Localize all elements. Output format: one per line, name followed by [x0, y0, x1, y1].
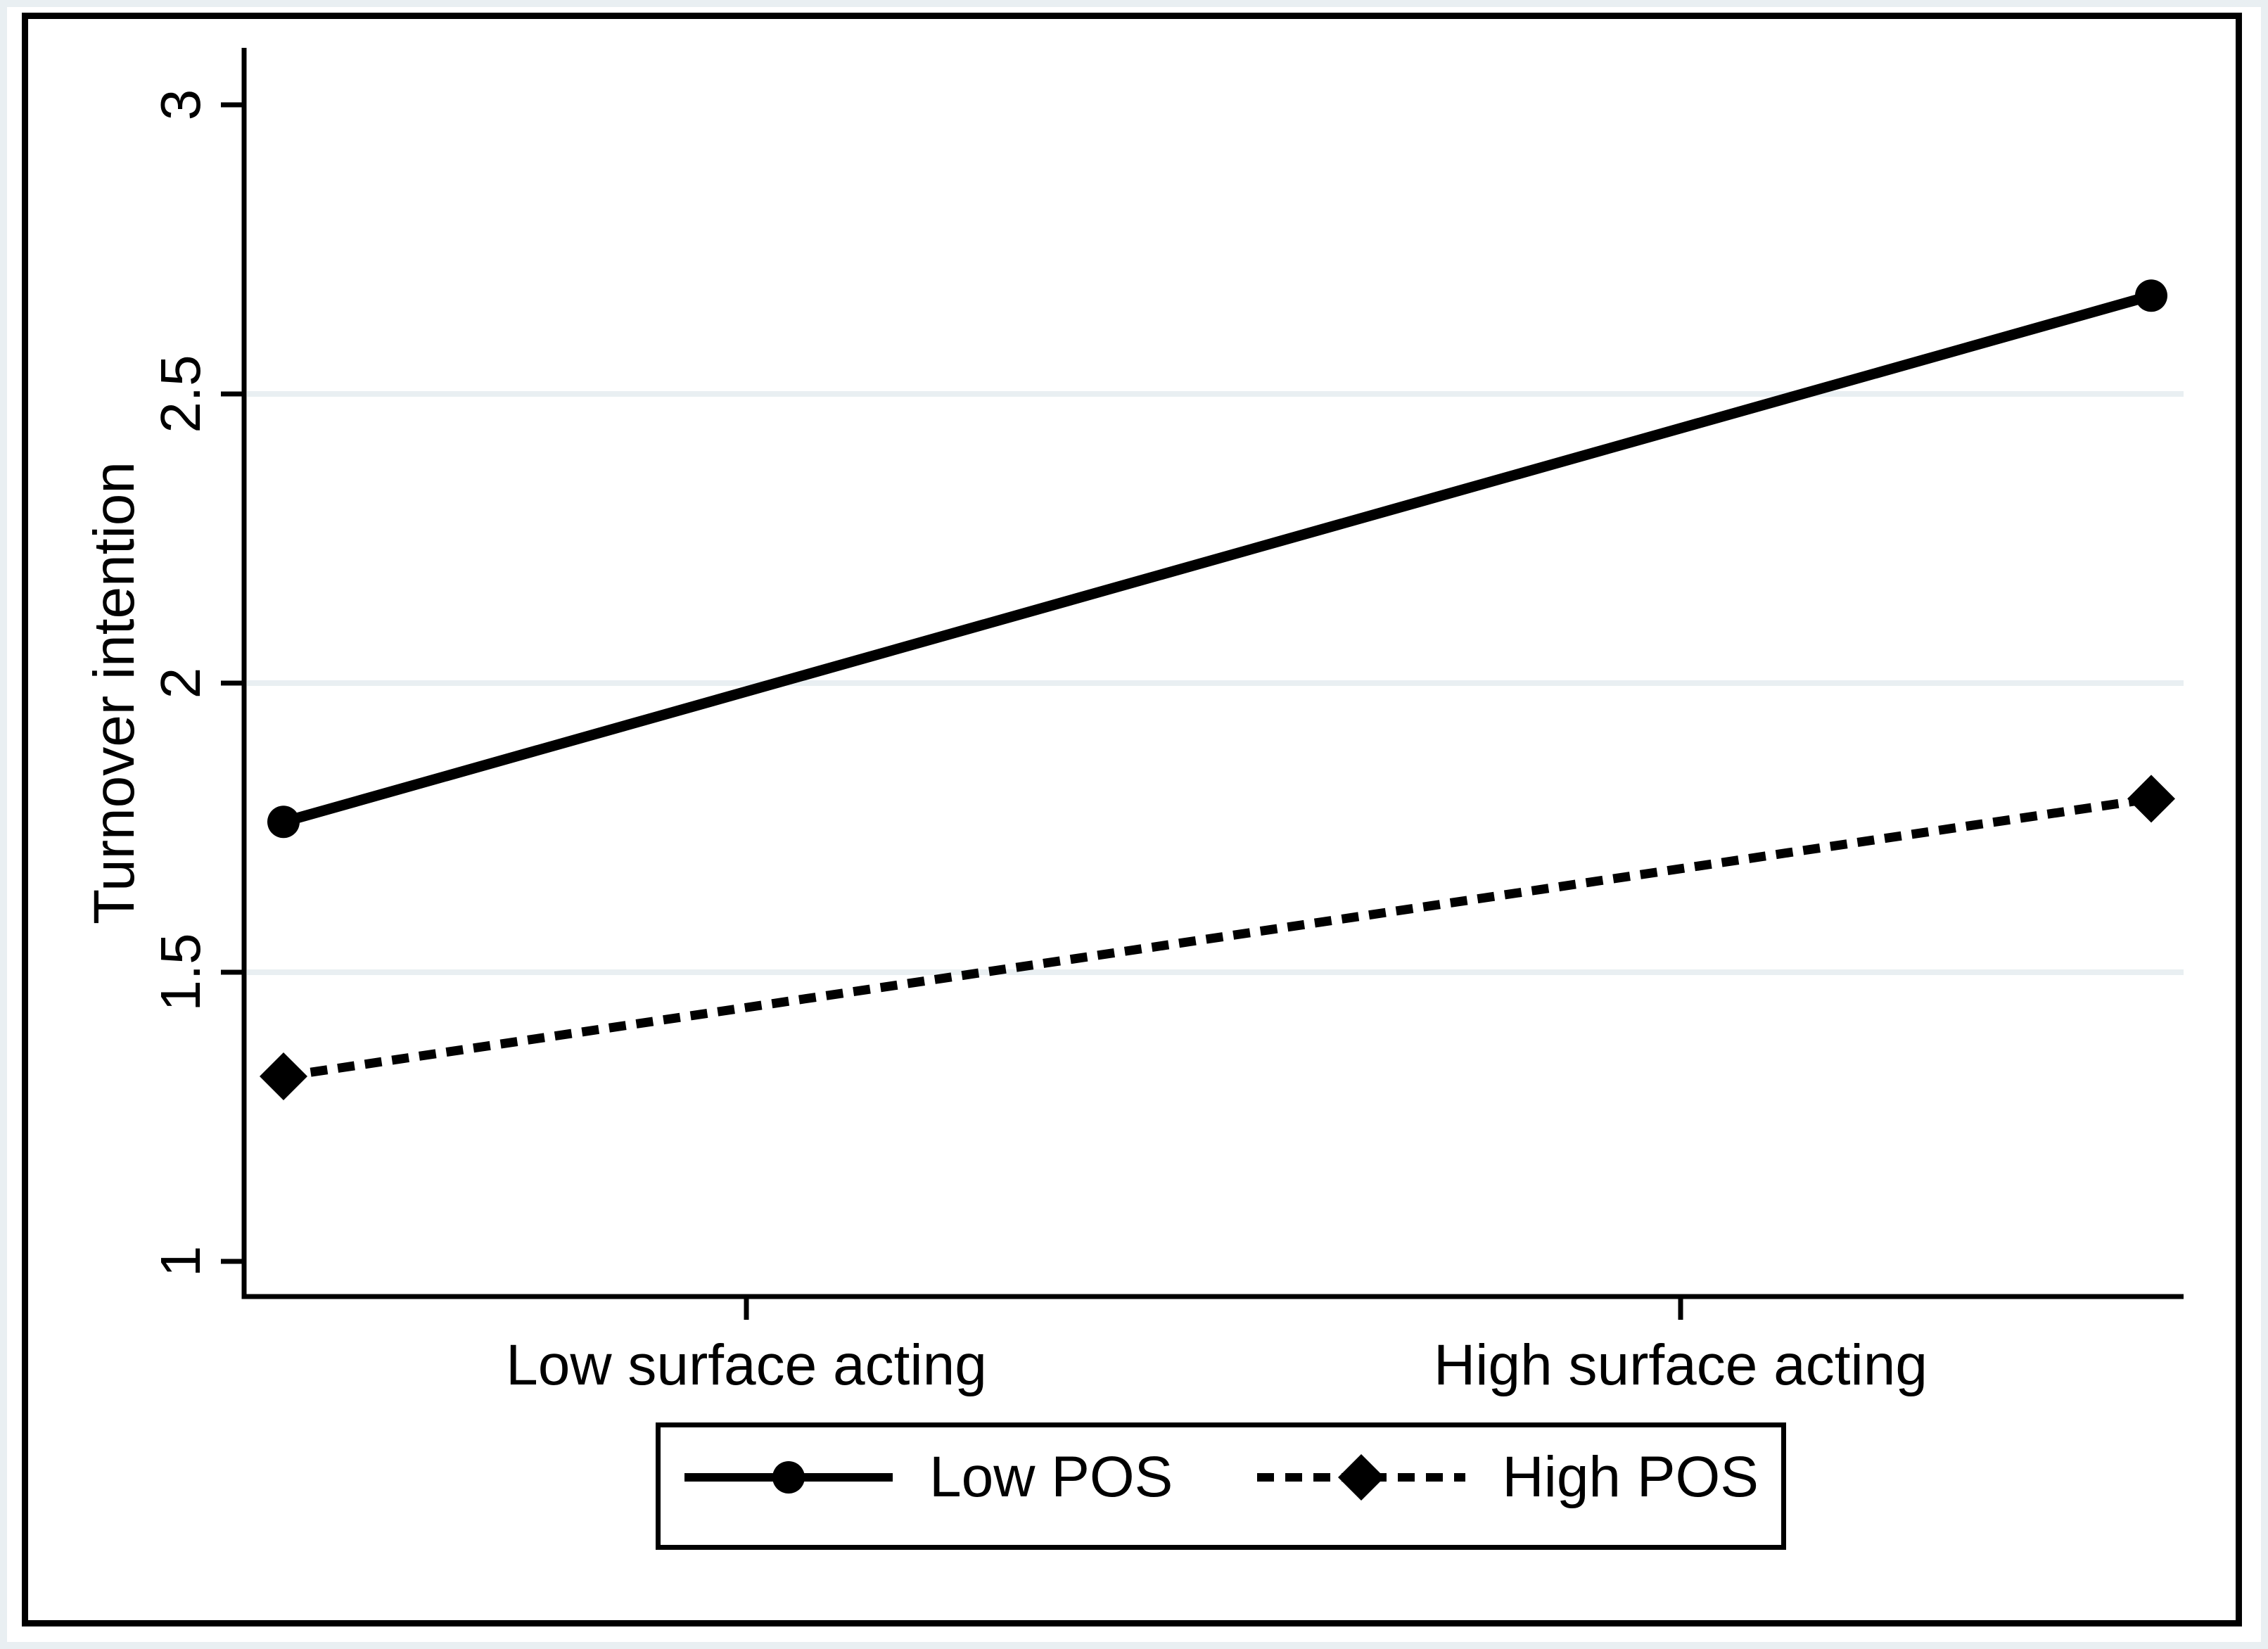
circle-marker-icon	[267, 806, 300, 839]
y-tick-label: 2	[149, 667, 212, 699]
circle-marker-icon	[2135, 279, 2167, 312]
legend: Low POS High POS	[656, 1422, 1786, 1550]
figure-border	[22, 13, 2242, 1626]
legend-item-high-pos: High POS	[1256, 1446, 1759, 1509]
diamond-marker-icon	[2127, 775, 2175, 823]
legend-item-low-pos: Low POS	[683, 1446, 1173, 1509]
legend-label: High POS	[1502, 1444, 1759, 1509]
series-line-high-pos	[283, 794, 2152, 1081]
y-tick-label: 1.5	[149, 933, 212, 1012]
dashed-line-diamond-marker-icon	[1257, 1453, 1466, 1501]
y-tick-label: 1	[149, 1245, 212, 1278]
y-tick-label: 3	[149, 89, 212, 121]
series-line-low-pos	[281, 291, 2153, 827]
solid-line-circle-marker-icon	[684, 1460, 893, 1494]
y-tick-label: 2.5	[149, 355, 212, 433]
legend-label: Low POS	[929, 1444, 1173, 1509]
x-tick-label: High surface acting	[1434, 1333, 1928, 1397]
y-axis-title: Turnover intention	[82, 461, 146, 924]
diamond-marker-icon	[260, 1052, 307, 1100]
x-tick-label: Low surface acting	[506, 1333, 987, 1397]
